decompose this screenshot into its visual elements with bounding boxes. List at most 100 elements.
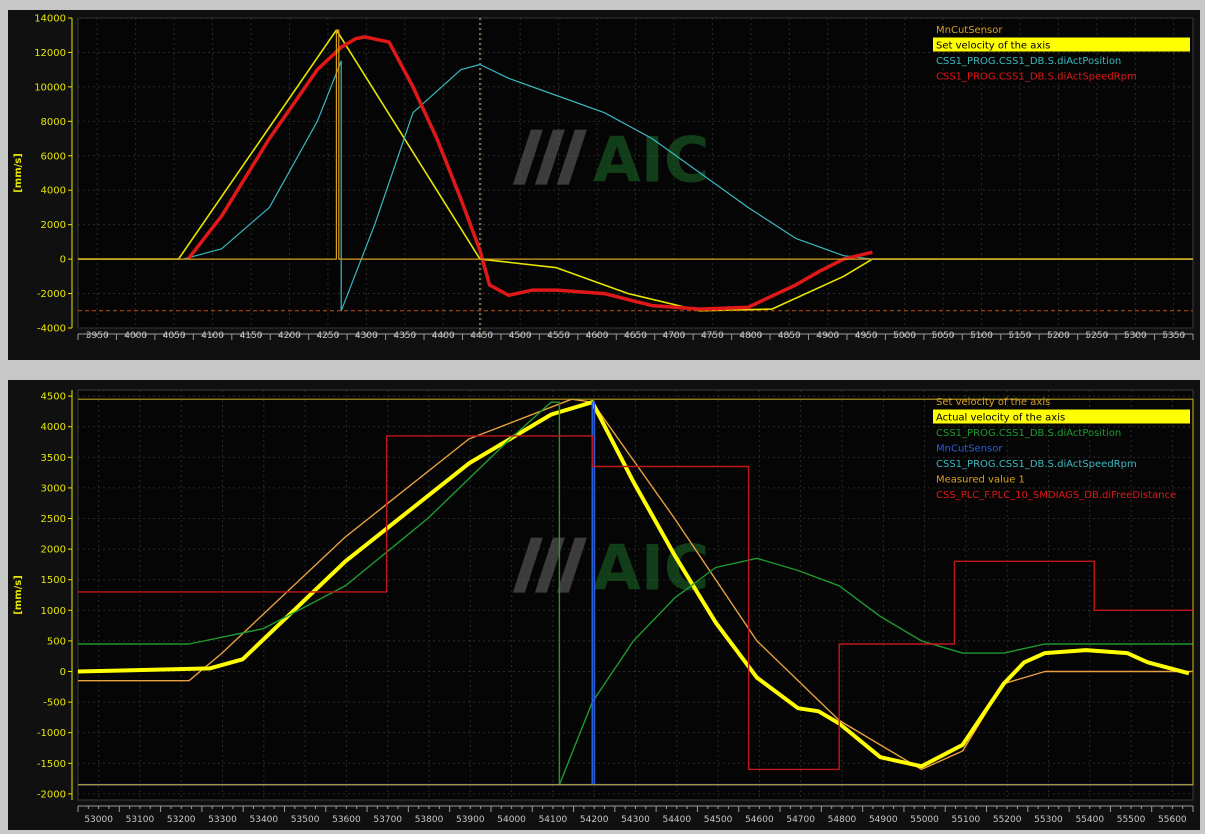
watermark-stripe [556, 537, 587, 593]
x-tick-label: 4300 [355, 331, 378, 341]
y-tick-label: 3500 [41, 453, 66, 464]
x-tick-label: 54700 [786, 815, 815, 825]
x-axis: 3950 4000 4050 4100 4150 4200 4250 4300 4350 4400… [77, 331, 1194, 341]
x-tick-label: 54800 [828, 815, 857, 825]
series-group [78, 29, 1193, 312]
x-tick-label: 4800 [739, 331, 762, 341]
x-tick-label: 53300 [208, 815, 237, 825]
x-tick-label: 4000 [124, 331, 147, 341]
y-tick-label: 2000 [41, 220, 66, 231]
x-tick-label: 54900 [869, 815, 898, 825]
chart-panel-2: -2000 -1500 -1000 -500 0 500 1000 1500 2000 2500 3… [8, 380, 1200, 830]
series-line-3 [186, 35, 873, 311]
x-tick-label: 4600 [586, 331, 609, 341]
grid [78, 17, 1193, 329]
x-tick-label: 54300 [621, 815, 650, 825]
x-tick-label: 54100 [539, 815, 568, 825]
legend: Set velocity of the axis Actual velocity … [933, 397, 1190, 501]
x-tick-label: 4050 [163, 331, 186, 341]
legend-highlight [933, 409, 1190, 424]
x-tick-label: 4250 [316, 331, 339, 341]
y-tick-label: 8000 [41, 117, 66, 128]
x-tick-label: 4900 [816, 331, 839, 341]
x-tick-label: 55000 [910, 815, 939, 825]
x-tick-label: 54500 [704, 815, 733, 825]
x-tick-label: 4350 [393, 331, 416, 341]
y-tick-label: 1500 [41, 575, 66, 586]
x-tick-label: 5300 [1124, 331, 1147, 341]
y-tick-label: 12000 [34, 48, 66, 59]
x-tick-label: 5150 [1009, 331, 1032, 341]
legend-entry[interactable]: CSS1_PROG.CSS1_DB.S.diActPosition [936, 428, 1121, 439]
watermark-logo: AIC [512, 532, 710, 605]
x-tick-label: 54000 [497, 815, 526, 825]
y-tick-label: 3000 [41, 483, 66, 494]
y-tick-label: -1500 [37, 759, 66, 770]
x-tick-label: 55400 [1075, 815, 1104, 825]
series-line-4 [78, 29, 1193, 260]
y-tick-label: 2500 [41, 514, 66, 525]
y-axis-label: [mm/s] [13, 575, 24, 615]
x-tick-label: 53100 [126, 815, 155, 825]
x-tick-label: 55100 [952, 815, 981, 825]
series-line-5 [78, 398, 1194, 786]
x-tick-label: 55500 [1117, 815, 1146, 825]
x-tick-label: 4400 [432, 331, 455, 341]
legend-entry[interactable]: CSS1_PROG.CSS1_DB.S.diActSpeedRpm [936, 459, 1137, 470]
x-tick-label: 5350 [1162, 331, 1185, 341]
series-line-1 [78, 29, 1193, 312]
watermark-stripe [512, 129, 543, 185]
x-tick-label: 53900 [456, 815, 485, 825]
series-line-2 [77, 400, 1190, 769]
y-tick-label: 6000 [41, 151, 66, 162]
x-axis: 53000 53100 53200 53300 53400 53500 53600 53700… [77, 805, 1194, 825]
y-axis: -4000 -2000 0 2000 4000 6000 8000 10000 12000 140… [13, 14, 73, 335]
x-tick-label: 53700 [373, 815, 402, 825]
legend-entry[interactable]: CSS_PLC_F.PLC_10_SMDIAGS_DB.diFreeDistan… [936, 490, 1176, 501]
x-tick-label: 5050 [932, 331, 955, 341]
series-line-2 [78, 60, 1193, 312]
y-tick-label: 1000 [41, 606, 66, 617]
x-tick-label: 4550 [547, 331, 570, 341]
watermark-stripe [512, 537, 543, 593]
chart-panel-1: -4000 -2000 0 2000 4000 6000 8000 10000 12000 140… [8, 10, 1200, 360]
x-tick-label: 55300 [1034, 815, 1063, 825]
legend-highlight [933, 37, 1190, 52]
y-tick-label: 0 [60, 255, 66, 266]
x-tick-label: 5100 [970, 331, 993, 341]
x-tick-label: 54200 [580, 815, 609, 825]
x-tick-label: 4700 [662, 331, 685, 341]
legend-entry[interactable]: CSS1_PROG.CSS1_DB.S.diActPosition [936, 56, 1121, 67]
y-tick-label: 2000 [41, 545, 66, 556]
legend-entry[interactable]: CSS1_PROG.CSS1_DB.S.diActSpeedRpm [936, 72, 1137, 83]
legend: MnCutSensor Set velocity of the axis CSS1_… [933, 25, 1190, 83]
y-tick-label: 500 [47, 636, 66, 647]
y-tick-label: 4000 [41, 186, 66, 197]
y-tick-label: -1000 [37, 728, 66, 739]
series-line-6 [78, 435, 1193, 771]
legend-entry[interactable]: Actual velocity of the axis [936, 413, 1065, 424]
x-tick-label: 4200 [278, 331, 301, 341]
x-tick-label: 53200 [167, 815, 196, 825]
watermark-logo: AIC [512, 124, 709, 197]
x-tick-label: 55600 [1158, 815, 1187, 825]
x-tick-label: 53000 [84, 815, 113, 825]
x-tick-label: 54400 [662, 815, 691, 825]
legend-entry[interactable]: MnCutSensor [936, 25, 1003, 36]
x-tick-label: 5000 [893, 331, 916, 341]
watermark-text: AIC [593, 532, 710, 605]
x-tick-label: 4100 [201, 331, 224, 341]
watermark-stripe [556, 129, 587, 185]
x-tick-label: 5250 [1085, 331, 1108, 341]
x-tick-label: 4750 [701, 331, 724, 341]
x-tick-label: 4850 [778, 331, 801, 341]
x-tick-label: 54600 [745, 815, 774, 825]
legend-entry[interactable]: MnCutSensor [936, 444, 1003, 455]
legend-entry[interactable]: Set velocity of the axis [936, 41, 1050, 52]
x-tick-label: 53800 [415, 815, 444, 825]
y-tick-label: 10000 [34, 82, 66, 93]
legend-entry[interactable]: Measured value 1 [936, 475, 1025, 486]
legend-entry[interactable]: Set velocity of the axis [936, 397, 1050, 408]
